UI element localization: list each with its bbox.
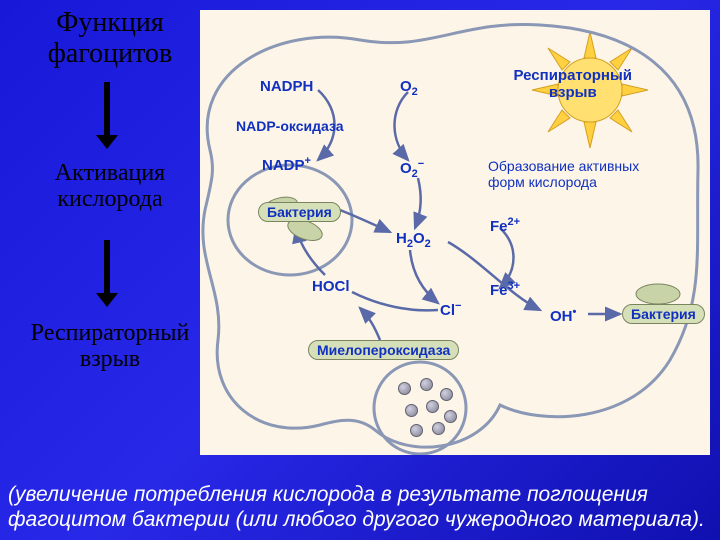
label-fe2: Fe2+ xyxy=(490,216,520,235)
granule xyxy=(440,388,453,401)
label-nadph: NADPH xyxy=(260,78,313,95)
granule xyxy=(432,422,445,435)
label-fe3: Fe3+ xyxy=(490,280,520,299)
sun-label-l2: взрыв xyxy=(549,84,597,101)
label-nadp-plus: NADP+ xyxy=(262,155,311,174)
step2-text: Респираторный взрыв xyxy=(31,320,190,372)
granule xyxy=(426,400,439,413)
flow-arrow-2 xyxy=(104,240,110,295)
pill-mpo: Миелопероксидаза xyxy=(308,340,459,360)
granule xyxy=(444,410,457,423)
label-cl: Cl− xyxy=(440,300,461,319)
sun-label: Респираторный взрыв xyxy=(514,68,632,101)
label-ros: Образование активных форм кислорода xyxy=(488,158,678,190)
step1-text: Активация кислорода xyxy=(55,160,165,212)
granule xyxy=(398,382,411,395)
label-o2-minus: O2− xyxy=(400,158,424,180)
title-text: Функция фагоцитов xyxy=(10,8,210,70)
label-oh: OH• xyxy=(550,306,576,325)
label-hocl: HOCl xyxy=(312,278,350,295)
label-h2o2: H2O2 xyxy=(396,230,431,250)
pill-bacteria-left: Бактерия xyxy=(258,202,341,222)
label-o2: O2 xyxy=(400,78,418,98)
granule xyxy=(420,378,433,391)
diagram-panel: Респираторный взрыв NADPH NADP-оксидаза … xyxy=(200,10,710,455)
granule xyxy=(405,404,418,417)
granule xyxy=(410,424,423,437)
footer-caption: (увеличение потребления кислорода в резу… xyxy=(8,482,712,532)
slide-title: Функция фагоцитов xyxy=(10,8,210,70)
flow-arrow-1 xyxy=(104,82,110,137)
pill-bacteria-right: Бактерия xyxy=(622,304,705,324)
sun-label-l1: Респираторный xyxy=(514,67,632,84)
label-nadp-oxidase: NADP-оксидаза xyxy=(236,118,344,134)
step-activation: Активация кислорода xyxy=(10,160,210,213)
step-respiratory-burst: Респираторный взрыв xyxy=(10,320,210,373)
